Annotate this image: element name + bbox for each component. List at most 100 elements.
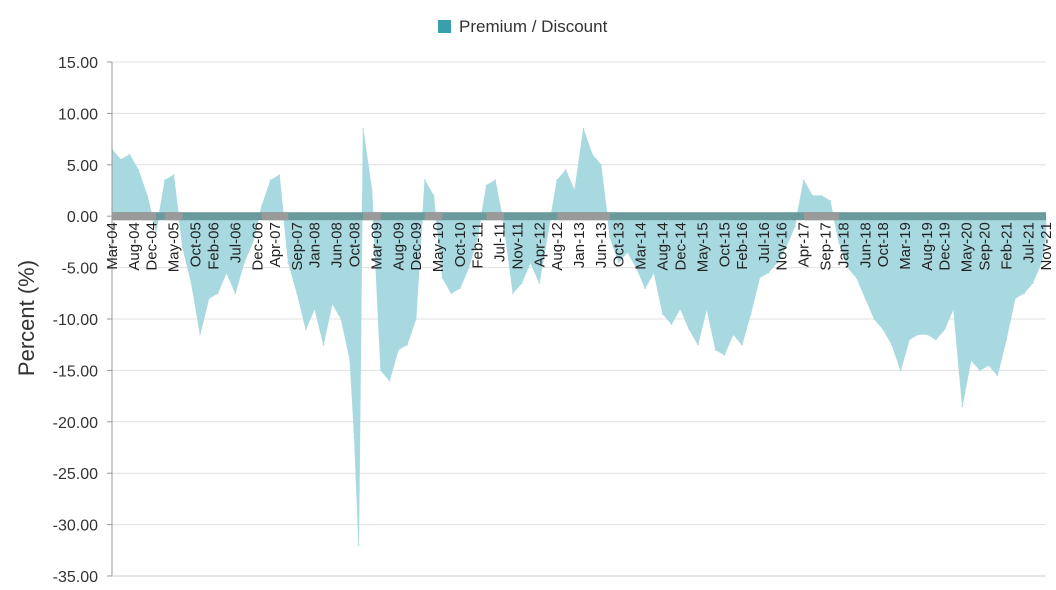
x-tick-label: Jan-13	[571, 222, 588, 268]
data-point	[1045, 235, 1047, 238]
x-tick-label: Aug-04	[126, 222, 143, 270]
data-point	[353, 436, 356, 439]
zero-band-positive-segment	[601, 212, 610, 221]
data-point	[846, 266, 849, 269]
data-point	[705, 307, 708, 310]
x-tick-label: May-20	[959, 222, 976, 272]
data-point	[653, 271, 655, 274]
data-point	[758, 277, 761, 279]
y-tick-label: 0.00	[67, 209, 98, 226]
y-axis-ticks: 15.00 10.00 5.00 0.00 -5.00 -10.00 -15.00 -20.0…	[53, 55, 98, 586]
legend[interactable]: Premium / Discount	[438, 17, 608, 36]
data-point	[820, 194, 823, 197]
data-point	[802, 179, 805, 182]
data-point	[269, 179, 272, 182]
x-tick-label: Jan-18	[835, 222, 852, 268]
data-point	[996, 374, 999, 377]
data-point	[644, 287, 646, 289]
data-point	[199, 333, 201, 336]
data-point	[260, 205, 263, 207]
x-tick-label: Jul-06	[227, 222, 244, 263]
data-point	[935, 338, 937, 341]
x-tick-label: May-15	[694, 222, 711, 272]
x-tick-label: Nov-11	[509, 222, 526, 269]
x-tick-label: Jul-11	[492, 222, 509, 262]
zero-band-positive-segment	[120, 212, 130, 221]
data-point	[714, 349, 717, 351]
x-tick-label: Feb-11	[470, 222, 487, 268]
x-tick-label: Mar-14	[633, 222, 650, 270]
data-point	[670, 323, 673, 325]
x-tick-label: Apr-17	[796, 222, 813, 267]
zero-band-positive-segment	[433, 212, 443, 221]
data-point	[785, 246, 787, 248]
data-point	[811, 194, 814, 197]
data-point	[723, 354, 726, 356]
data-point	[838, 241, 840, 243]
zero-band-positive-segment	[279, 212, 289, 221]
data-point	[216, 292, 219, 295]
data-point	[591, 153, 594, 156]
data-point	[476, 235, 479, 238]
data-point	[234, 292, 237, 295]
data-point	[573, 189, 576, 192]
data-point	[952, 307, 955, 310]
data-point	[441, 277, 444, 279]
x-tick-label: Sep-20	[976, 222, 993, 270]
x-tick-label: Dec-19	[937, 222, 954, 270]
data-point	[767, 271, 770, 274]
data-point	[538, 282, 541, 284]
data-point	[635, 266, 638, 269]
zero-band-positive-segment	[821, 212, 831, 221]
data-point	[357, 544, 360, 546]
x-tick-label: Apr-12	[531, 222, 548, 267]
y-tick-label: -30.00	[53, 518, 98, 535]
data-point	[979, 369, 981, 372]
data-point	[278, 174, 281, 176]
x-tick-label: Aug-12	[549, 222, 566, 270]
data-point	[626, 251, 629, 253]
x-tick-label: Sep-07	[289, 222, 306, 270]
data-point	[137, 169, 140, 171]
data-point	[1014, 297, 1016, 300]
x-axis-ticks: Mar-04 Aug-04 Dec-04 May-05 Oct-05 Feb-06 Jul-…	[104, 222, 1055, 272]
data-point	[512, 292, 514, 295]
x-tick-label: Sep-17	[818, 222, 835, 270]
data-point	[873, 318, 875, 320]
data-point	[891, 343, 893, 346]
x-tick-label: Oct-15	[716, 222, 733, 267]
data-point	[331, 302, 334, 305]
data-point	[459, 287, 461, 289]
data-point	[340, 318, 342, 320]
data-point	[529, 261, 532, 264]
data-point	[582, 128, 585, 130]
zero-band-positive-segment	[112, 212, 121, 221]
data-point	[128, 153, 131, 156]
x-tick-label: Dec-09	[408, 222, 425, 270]
data-point	[406, 343, 408, 346]
x-tick-label: Dec-06	[249, 222, 266, 270]
data-point	[415, 318, 417, 320]
data-point	[741, 343, 743, 346]
y-tick-label: 10.00	[58, 106, 98, 123]
data-point	[661, 313, 664, 315]
data-point	[485, 184, 488, 187]
legend-label: Premium / Discount	[459, 17, 608, 36]
data-point	[547, 230, 549, 233]
x-tick-label: Nov-21	[1038, 222, 1055, 270]
data-point	[917, 333, 920, 336]
data-point	[494, 179, 497, 182]
data-point	[556, 179, 558, 182]
zero-band-positive-segment	[830, 212, 839, 221]
zero-band-positive-segment	[147, 212, 157, 221]
data-point	[1031, 282, 1034, 284]
x-tick-label: Mar-04	[104, 222, 121, 270]
data-point	[190, 282, 193, 284]
y-tick-label: -20.00	[53, 415, 98, 432]
data-point	[432, 194, 435, 197]
data-point	[961, 405, 964, 408]
zero-band-positive-segment	[363, 212, 372, 221]
data-point	[296, 292, 298, 295]
